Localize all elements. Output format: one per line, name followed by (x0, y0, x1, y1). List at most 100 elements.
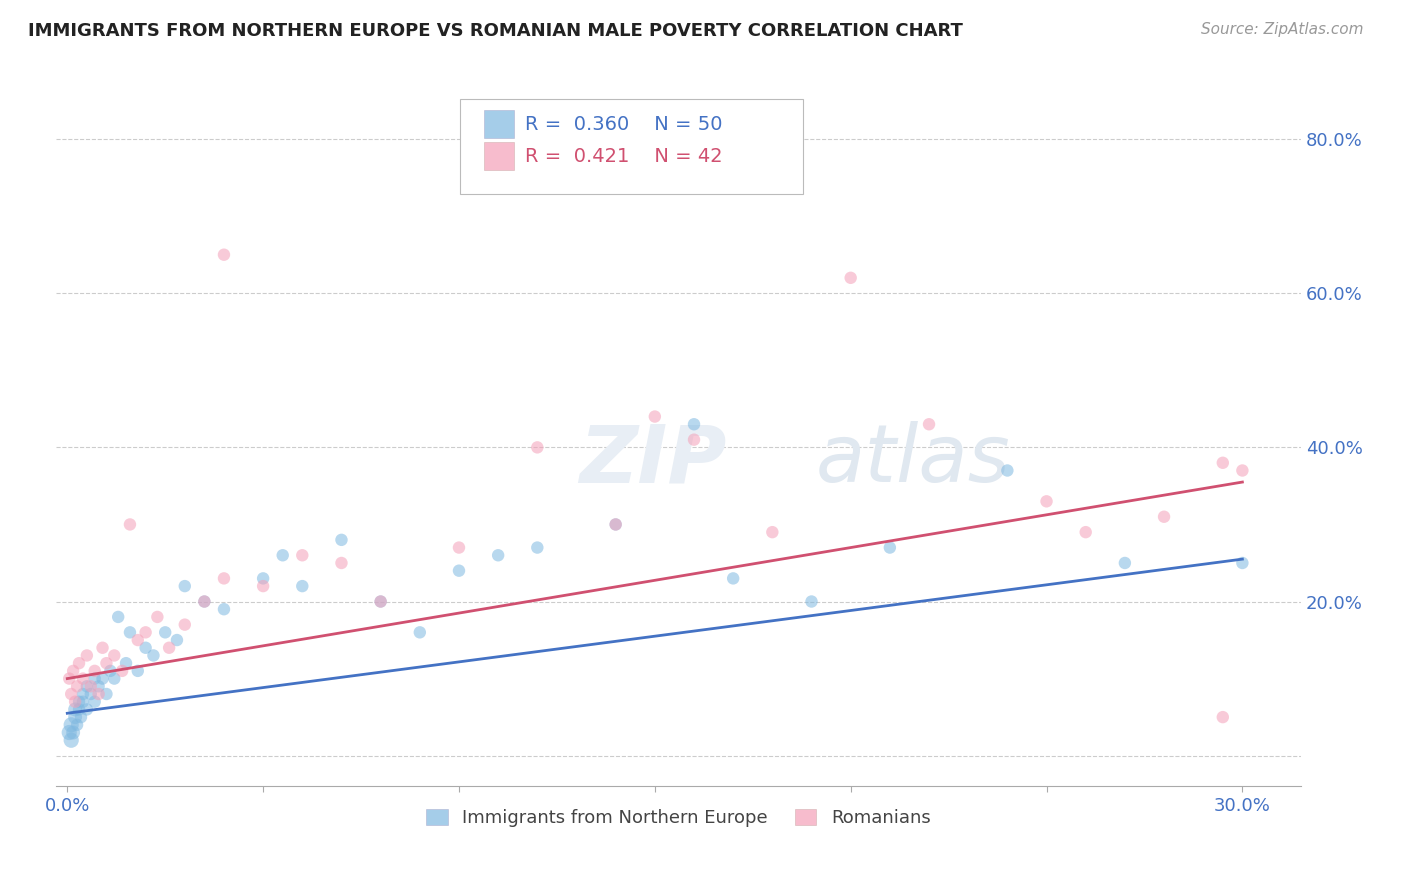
Point (330, 533, 353, 547)
Point (87, 679, 110, 693)
Point (212, 571, 235, 585)
Point (127, 664, 149, 678)
Point (72, 687, 94, 701)
Point (66, 679, 89, 693)
Point (447, 564, 470, 578)
Point (157, 640, 180, 655)
Point (166, 633, 188, 648)
FancyBboxPatch shape (460, 99, 803, 194)
Point (67, 656, 90, 670)
Point (83, 695, 105, 709)
Point (135, 640, 157, 655)
Point (91, 672, 114, 686)
Point (72, 695, 94, 709)
Point (142, 648, 165, 663)
Point (918, 417, 941, 432)
Point (67, 702, 90, 716)
Point (1114, 556, 1136, 570)
Point (212, 602, 235, 616)
Point (118, 517, 141, 532)
Point (83, 664, 105, 678)
Point (683, 433, 706, 447)
Point (115, 656, 138, 670)
Point (526, 441, 548, 455)
Point (1035, 494, 1057, 508)
Point (80, 687, 103, 701)
Text: ZIP: ZIP (579, 421, 725, 500)
Point (486, 549, 509, 563)
Point (103, 672, 125, 686)
Point (1212, 710, 1234, 724)
Legend: Immigrants from Northern Europe, Romanians: Immigrants from Northern Europe, Romania… (419, 802, 938, 834)
Point (1232, 463, 1254, 477)
Point (146, 610, 169, 624)
Point (72, 672, 94, 686)
Point (721, 571, 744, 585)
Point (173, 579, 195, 593)
Point (839, 270, 862, 285)
Text: IMMIGRANTS FROM NORTHERN EUROPE VS ROMANIAN MALE POVERTY CORRELATION CHART: IMMIGRANTS FROM NORTHERN EUROPE VS ROMAN… (28, 22, 963, 40)
Point (76, 702, 98, 716)
Point (370, 594, 392, 608)
Point (98, 664, 121, 678)
Point (60, 733, 83, 747)
Point (995, 463, 1018, 477)
Point (271, 549, 294, 563)
Text: Source: ZipAtlas.com: Source: ZipAtlas.com (1201, 22, 1364, 37)
Point (409, 625, 432, 640)
Point (153, 625, 176, 640)
Point (252, 579, 274, 593)
Point (62, 664, 84, 678)
Point (96, 656, 118, 670)
FancyBboxPatch shape (484, 142, 515, 170)
Point (76, 648, 98, 663)
Point (118, 625, 141, 640)
Point (58, 725, 80, 739)
Point (761, 525, 783, 540)
Point (67, 695, 90, 709)
Point (111, 664, 134, 678)
Point (252, 571, 274, 585)
Point (91, 640, 114, 655)
Point (63, 695, 86, 709)
Point (1212, 456, 1234, 470)
Point (83, 672, 105, 686)
Point (193, 594, 215, 608)
Point (291, 579, 314, 593)
Point (96, 687, 118, 701)
Point (370, 594, 392, 608)
Point (447, 541, 470, 555)
Point (291, 549, 314, 563)
Point (76, 679, 98, 693)
Text: R =  0.421    N = 42: R = 0.421 N = 42 (524, 146, 723, 166)
Point (683, 417, 706, 432)
Point (60, 687, 83, 701)
Point (63, 702, 86, 716)
Point (103, 648, 125, 663)
Point (58, 672, 80, 686)
Point (66, 718, 89, 732)
Point (330, 556, 353, 570)
Text: R =  0.360    N = 50: R = 0.360 N = 50 (524, 115, 723, 134)
Point (879, 541, 901, 555)
Point (173, 617, 195, 632)
FancyBboxPatch shape (484, 110, 515, 138)
Point (526, 541, 548, 555)
Point (107, 610, 129, 624)
Point (135, 625, 157, 640)
Point (212, 248, 235, 262)
Text: atlas: atlas (815, 421, 1010, 500)
Point (1153, 509, 1175, 524)
Point (605, 517, 627, 532)
Point (70, 710, 93, 724)
Point (80, 679, 103, 693)
Point (63, 710, 86, 724)
Point (644, 409, 666, 424)
Point (1074, 525, 1097, 540)
Point (62, 725, 84, 739)
Point (800, 594, 823, 608)
Point (1232, 556, 1254, 570)
Point (87, 687, 110, 701)
Point (60, 718, 83, 732)
Point (127, 633, 149, 648)
